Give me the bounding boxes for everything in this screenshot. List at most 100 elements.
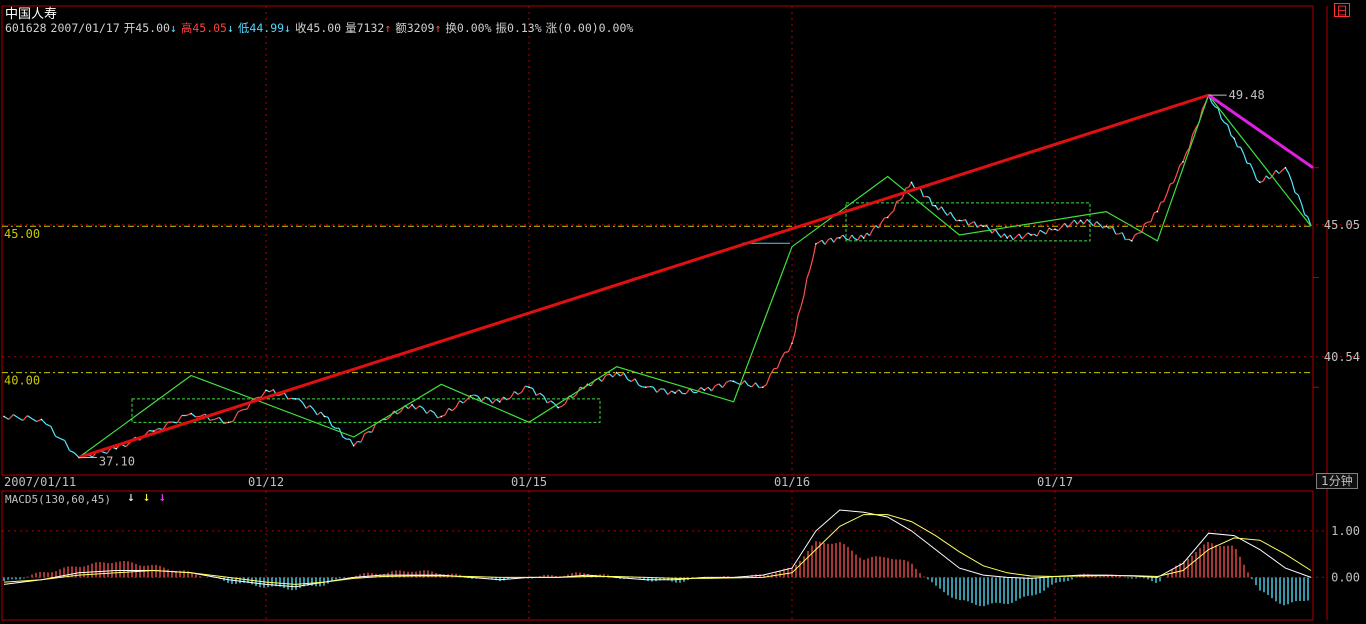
price-segment <box>223 421 229 425</box>
price-segment <box>543 395 548 404</box>
price-segment <box>1009 234 1014 241</box>
price-segment <box>1144 221 1149 225</box>
price-segment <box>1147 221 1152 223</box>
volume-arrow-icon: ↑ <box>384 21 392 35</box>
price-segment <box>1070 219 1075 225</box>
price-segment <box>186 412 192 417</box>
price-segment <box>1233 138 1238 148</box>
price-segment <box>612 372 618 378</box>
guide-level-label-1: 40.00 <box>4 374 40 388</box>
price-segment <box>943 211 948 216</box>
price-segment <box>656 388 661 393</box>
price-segment <box>1297 194 1302 204</box>
period-button[interactable]: 1分钟 <box>1316 473 1358 489</box>
price-segment <box>510 391 515 398</box>
price-segment <box>769 368 775 376</box>
price-point <box>1030 234 1032 236</box>
price-point <box>227 421 230 424</box>
price-point <box>152 430 155 432</box>
price-segment <box>176 415 183 424</box>
price-segment <box>27 415 33 420</box>
price-segment <box>1000 233 1005 238</box>
price-segment <box>214 416 220 420</box>
price-segment <box>1134 232 1139 236</box>
price-segment <box>919 188 925 198</box>
price-segment <box>1057 226 1062 232</box>
price-segment <box>773 367 778 370</box>
price-segment <box>608 373 614 378</box>
price-segment <box>744 380 749 386</box>
price-segment <box>667 390 672 396</box>
price-point <box>886 216 889 219</box>
price-segment <box>1182 152 1187 163</box>
macd-arrows: ↓ ↓ ↓ <box>127 490 166 505</box>
price-segment <box>256 396 262 399</box>
price-segment <box>797 306 802 316</box>
price-segment <box>232 411 239 422</box>
price-segment <box>619 372 625 377</box>
price-segment <box>1294 192 1299 196</box>
stock-name: 中国人寿 <box>5 7 58 22</box>
price-point <box>323 415 326 418</box>
price-segment <box>765 375 771 385</box>
price-segment <box>200 413 206 417</box>
price-segment <box>967 222 972 226</box>
price-segment <box>1118 232 1123 235</box>
price-segment <box>787 343 793 352</box>
price-segment <box>364 431 369 435</box>
price-segment <box>605 373 610 377</box>
price-segment <box>812 243 817 259</box>
price-segment <box>1086 218 1091 223</box>
price-segment <box>190 413 197 418</box>
price-point <box>839 237 841 239</box>
price-segment <box>8 414 14 420</box>
volume: 量7132↑ <box>345 21 392 35</box>
macd-dea-line <box>3 514 1312 585</box>
price-point <box>40 418 43 421</box>
price-segment <box>386 416 391 421</box>
price-segment <box>550 400 555 405</box>
trendline-secondary <box>1207 93 1314 169</box>
price-segment <box>601 375 607 382</box>
price-segment <box>451 406 457 412</box>
price-segment <box>433 412 439 419</box>
price-segment <box>833 237 838 243</box>
price-segment <box>800 295 805 308</box>
amount-arrow-icon: ↑ <box>434 21 442 35</box>
close-price: 收45.00 <box>294 21 342 35</box>
day-window-icon[interactable]: 日 <box>1334 3 1350 18</box>
price-segment <box>357 440 362 443</box>
price-segment <box>818 239 823 243</box>
open-price: 开45.00↓ <box>123 21 177 35</box>
price-point <box>1079 219 1082 222</box>
price-segment <box>908 182 913 188</box>
price-segment <box>718 383 724 389</box>
price-segment <box>946 211 951 216</box>
price-segment <box>1224 122 1229 126</box>
main-panel-frame <box>1 5 1314 476</box>
price-segment <box>794 315 799 334</box>
price-segment <box>31 418 38 423</box>
price-segment <box>55 435 61 439</box>
price-segment <box>911 182 916 189</box>
stock-code: 601628 <box>5 21 47 35</box>
price-segment <box>162 421 169 430</box>
price-segment <box>561 402 566 407</box>
price-segment <box>905 186 909 189</box>
consolidation-box-0 <box>131 398 601 423</box>
price-segment <box>1188 134 1194 149</box>
price-point <box>352 444 355 447</box>
price-segment <box>331 425 336 429</box>
price-segment <box>971 221 975 224</box>
price-segment <box>707 386 713 392</box>
price-segment <box>1109 226 1113 229</box>
price-segment <box>1166 183 1171 194</box>
price-segment <box>1018 233 1023 240</box>
price-segment <box>976 224 981 228</box>
price-segment <box>848 234 853 241</box>
price-point <box>958 219 961 222</box>
change: 涨(0.00)0.00% <box>545 21 634 35</box>
price-segment <box>598 377 603 382</box>
price-segment <box>371 423 377 433</box>
